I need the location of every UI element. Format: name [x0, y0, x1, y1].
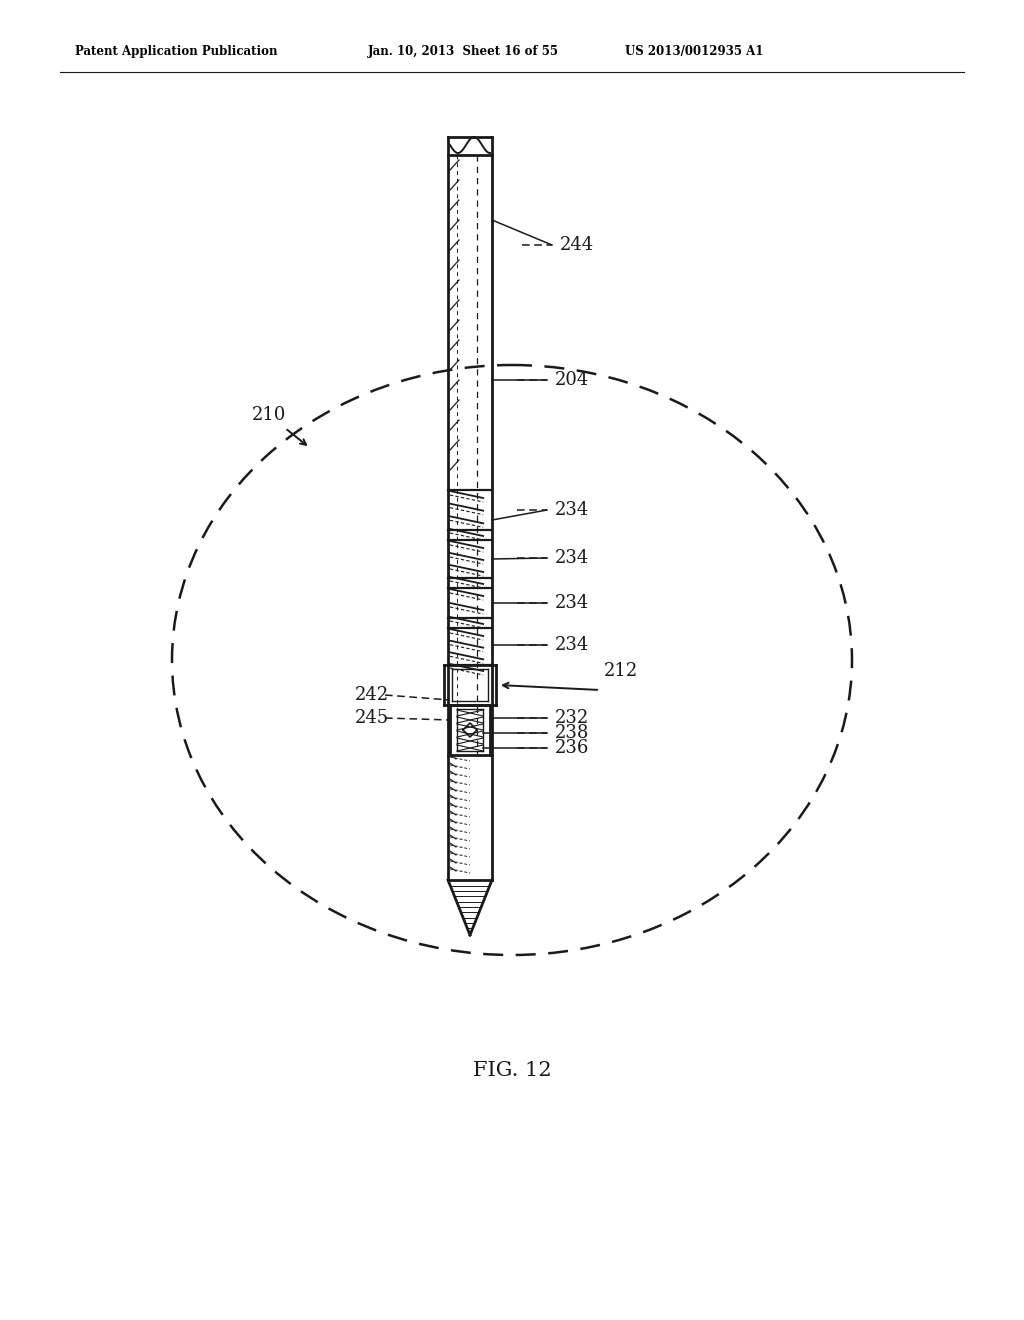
Text: US 2013/0012935 A1: US 2013/0012935 A1 — [625, 45, 763, 58]
Text: 245: 245 — [355, 709, 389, 727]
Text: 204: 204 — [555, 371, 589, 389]
Text: 238: 238 — [555, 723, 590, 742]
Text: 234: 234 — [555, 594, 589, 612]
Text: 244: 244 — [560, 236, 594, 253]
Text: Patent Application Publication: Patent Application Publication — [75, 45, 278, 58]
Text: 212: 212 — [604, 663, 638, 680]
Text: 242: 242 — [355, 686, 389, 704]
Text: 234: 234 — [555, 549, 589, 568]
Text: FIG. 12: FIG. 12 — [473, 1060, 551, 1080]
Text: Jan. 10, 2013  Sheet 16 of 55: Jan. 10, 2013 Sheet 16 of 55 — [368, 45, 559, 58]
Text: 210: 210 — [252, 407, 287, 424]
Text: 236: 236 — [555, 739, 590, 756]
Text: 232: 232 — [555, 709, 589, 727]
Text: 234: 234 — [555, 502, 589, 519]
Text: 234: 234 — [555, 636, 589, 653]
